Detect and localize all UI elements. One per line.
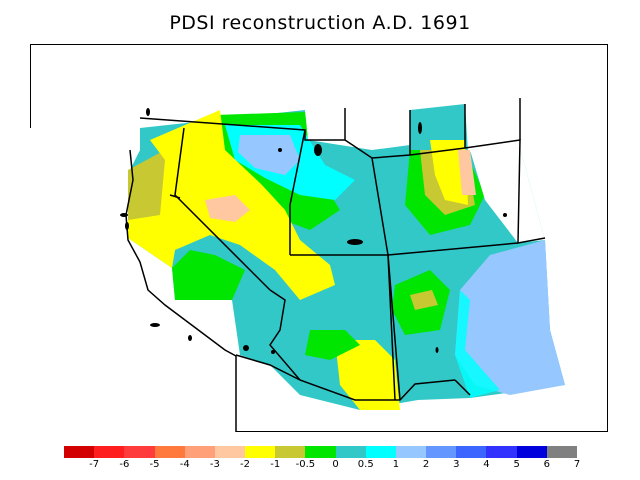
colorbar-swatch [486, 446, 517, 458]
colorbar-swatch [184, 446, 215, 458]
colorbar-tick-label: 0 [332, 459, 339, 470]
colorbar-tick-label: 0.5 [357, 459, 374, 470]
ocean-mask [30, 44, 236, 432]
region-west-peach [205, 195, 250, 222]
pdsi-map [30, 44, 565, 432]
region-ne-yellow [430, 140, 468, 205]
colorbar-tick-label: -3 [209, 459, 220, 470]
colorbar-tick-label: -0.5 [295, 459, 316, 470]
region-south-yellow [335, 340, 400, 410]
colorbar-tick-label: -7 [89, 459, 100, 470]
colorbar-swatch [365, 446, 396, 458]
colorbar-swatch [124, 446, 155, 458]
colorbar-tick-label: -2 [240, 459, 251, 470]
colorbar-tick-label: 5 [513, 459, 520, 470]
region-north-lightblue [238, 135, 300, 175]
colorbar-tick-label: -1 [270, 459, 281, 470]
colorbar-swatch [64, 446, 95, 458]
colorbar [64, 446, 577, 458]
colorbar-swatch [305, 446, 336, 458]
colorbar-swatch [275, 446, 306, 458]
ne-gap-mask [465, 98, 520, 150]
state-borders [139, 98, 546, 401]
colorbar-swatch [516, 446, 547, 458]
north-gap-mask [305, 108, 346, 140]
colorbar-tick-label: 4 [483, 459, 490, 470]
colorbar-tick-label: 2 [422, 459, 430, 470]
colorbar-tick-label: -4 [179, 459, 190, 470]
region-east-lightblue [455, 240, 565, 395]
region-east-cyan-fringe [455, 290, 500, 398]
colorbar-swatch [214, 446, 246, 458]
colorbar-swatch [335, 446, 366, 458]
lakes-islands [120, 108, 507, 354]
colorbar-swatch [395, 446, 427, 458]
colorbar-tick-label: 7 [573, 459, 581, 470]
colorbar-swatch [426, 446, 457, 458]
region-south-green2 [305, 330, 360, 360]
map-title: PDSI reconstruction A.D. 1691 [169, 12, 471, 34]
region-south-olive [410, 290, 438, 310]
se-gap-mask [470, 148, 545, 243]
coastline [125, 149, 237, 432]
colorbar-tick-label: 3 [453, 459, 460, 470]
colorbar-tick-label: -6 [119, 459, 130, 470]
colorbar-swatch [546, 446, 577, 458]
colorbar-tick-label: 6 [543, 459, 550, 470]
colorbar-swatch [94, 446, 125, 458]
colorbar-tick-label: 1 [392, 459, 400, 470]
colorbar-swatch [456, 446, 487, 458]
region-west-green [172, 250, 245, 300]
colorbar-tick-label: -5 [149, 459, 160, 470]
region-ne-peach [458, 150, 476, 195]
colorbar-swatch [154, 446, 185, 458]
colorbar-swatch [245, 446, 276, 458]
